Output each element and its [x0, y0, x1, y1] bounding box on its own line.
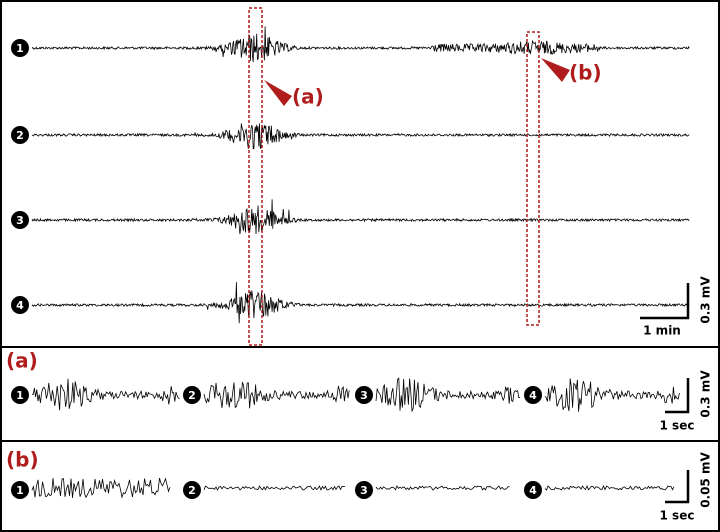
channel-marker — [183, 386, 201, 404]
signal-trace — [31, 199, 690, 235]
channel-label: 3 — [360, 484, 368, 497]
channel-label: 1 — [16, 484, 24, 497]
channel-marker — [11, 481, 29, 499]
traces — [31, 26, 690, 499]
scale-label: 0.3 mV — [699, 276, 713, 324]
channel-label: 1 — [16, 42, 24, 55]
scale-bar — [640, 283, 690, 320]
channel-marker — [11, 211, 29, 229]
signal-trace — [203, 485, 346, 491]
channel-markers: 1 2 3 4 — [11, 39, 29, 314]
scale-label: 1 min — [643, 324, 681, 338]
scale-label: 1 sec — [660, 419, 695, 433]
scale-label: 0.3 mV — [699, 370, 713, 418]
channel-marker — [524, 481, 542, 499]
signal-trace — [544, 484, 675, 491]
signal-trace — [544, 378, 680, 412]
signal-trace — [375, 485, 510, 491]
channel-marker — [11, 386, 29, 404]
channel-label: 4 — [529, 484, 537, 497]
panel-label: (b) — [6, 448, 39, 472]
channel-label: 1 — [16, 389, 24, 402]
channel-label: 4 — [529, 389, 537, 402]
callout: (a) — [292, 85, 324, 109]
scale-label: 1 sec — [660, 509, 695, 523]
panel-label: (a) — [6, 349, 38, 373]
signal-trace — [375, 377, 521, 413]
arrow — [541, 58, 570, 82]
channel-marker — [355, 386, 373, 404]
channel-marker — [11, 39, 29, 57]
channel-marker — [11, 296, 29, 314]
channel-label: 2 — [16, 129, 24, 142]
channel-label: 3 — [16, 214, 24, 227]
scale-label: 0.05 mV — [699, 452, 713, 508]
signal-trace — [31, 26, 690, 63]
channel-label: 3 — [360, 389, 368, 402]
channel-marker — [355, 481, 373, 499]
channel-label: 2 — [188, 484, 196, 497]
arrow — [264, 80, 292, 106]
scale-bar — [665, 470, 690, 504]
signal-trace — [203, 381, 350, 409]
signal-trace — [31, 123, 690, 150]
signal-trace — [31, 477, 171, 499]
scale-bar — [665, 378, 690, 414]
signal-trace — [31, 282, 690, 324]
callout: (b) — [569, 61, 602, 85]
channel-label: 2 — [188, 389, 196, 402]
channel-marker — [183, 481, 201, 499]
channel-marker — [524, 386, 542, 404]
signal-trace — [31, 378, 180, 411]
highlight-box — [248, 7, 263, 346]
channel-marker — [11, 126, 29, 144]
highlight-box — [526, 31, 540, 326]
channel-label: 4 — [16, 299, 24, 312]
